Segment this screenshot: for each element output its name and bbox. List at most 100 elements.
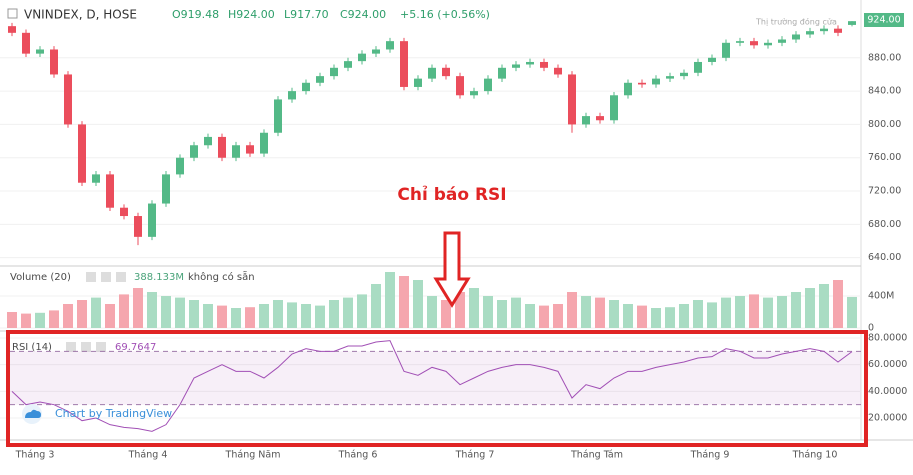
candle-body: [540, 61, 548, 68]
candle-body: [316, 76, 324, 83]
rsi-title: RSI (14): [12, 342, 52, 353]
x-tick-label: Tháng 3: [15, 450, 55, 461]
last-price-tag: [864, 13, 904, 27]
volume-bar: [91, 297, 101, 328]
y-tick-label: 40.0000: [868, 386, 907, 397]
candle-body: [736, 41, 744, 43]
volume-bar: [777, 296, 787, 328]
candle-body: [442, 67, 450, 77]
y-tick-label: 880.00: [868, 52, 901, 63]
volume-bar: [21, 313, 31, 328]
x-tick-label: Tháng 6: [338, 450, 378, 461]
volume-bar: [385, 272, 395, 328]
x-tick-label: Tháng 9: [690, 450, 730, 461]
volume-bar: [581, 296, 591, 328]
candle-body: [750, 41, 758, 46]
volume-bar: [329, 300, 339, 328]
y-tick-label: 60.0000: [868, 359, 907, 370]
candle-body: [176, 157, 184, 175]
pane-button[interactable]: [96, 342, 106, 352]
candle-body: [792, 34, 800, 40]
candle-body: [456, 76, 464, 96]
volume-bar: [525, 304, 535, 328]
pane-button[interactable]: [66, 342, 76, 352]
y-tick-label: 800.00: [868, 119, 901, 130]
volume-bar: [735, 296, 745, 328]
pane-button[interactable]: [86, 272, 96, 282]
watermark-text: Chart by TradingView: [55, 407, 172, 420]
candle-body: [302, 82, 310, 92]
ohlc-high: H924.00: [228, 8, 275, 21]
y-tick-label: 20.0000: [868, 413, 907, 424]
candle-body: [218, 136, 226, 158]
candle-body: [344, 61, 352, 68]
volume-bar: [609, 300, 619, 328]
volume-bar: [427, 296, 437, 328]
candle-body: [246, 145, 254, 154]
x-tick-label: Tháng 10: [792, 450, 838, 461]
candle-body: [120, 207, 128, 217]
highlight-box: [6, 330, 868, 447]
symbol: VNINDEX, D, HOSE: [24, 8, 137, 22]
volume-bar: [791, 292, 801, 328]
x-tick-label: Tháng 4: [128, 450, 168, 461]
pane-button[interactable]: [101, 272, 111, 282]
volume-bar: [147, 292, 157, 328]
volume-bar: [399, 276, 409, 328]
candle-body: [568, 74, 576, 125]
candle-body: [288, 91, 296, 100]
market-status: Thị trường đóng cửa: [755, 17, 837, 28]
rsi-band: [10, 351, 861, 405]
volume-bar: [63, 304, 73, 328]
volume-bar: [217, 305, 227, 328]
candle-body: [330, 67, 338, 77]
annotation: Chỉ báo RSI: [397, 185, 506, 205]
y-tick-label: 80.0000: [868, 333, 907, 344]
volume-bar: [847, 296, 857, 328]
pane-button[interactable]: [116, 272, 126, 282]
volume-bar: [7, 312, 17, 328]
candle-body: [554, 67, 562, 75]
pane-button[interactable]: [81, 342, 91, 352]
volume-bar: [189, 300, 199, 328]
y-tick-label: 400M: [868, 291, 894, 302]
ohlc-open: O919.48: [172, 8, 219, 21]
candle-body: [64, 74, 72, 125]
volume-title: Volume (20): [10, 272, 71, 283]
volume-bar: [819, 284, 829, 328]
volume-bar: [77, 300, 87, 328]
candle-body: [50, 49, 58, 75]
volume-bar: [105, 304, 115, 328]
volume-bar: [315, 305, 325, 328]
candle-body: [820, 28, 828, 32]
candle-body: [106, 174, 114, 208]
volume-bar: [273, 300, 283, 328]
watermark-cloud: [25, 409, 41, 418]
change: +5.16 (+0.56%): [400, 8, 490, 21]
x-tick-label: Tháng 7: [455, 450, 495, 461]
candle-body: [512, 64, 520, 68]
candle-body: [498, 67, 506, 79]
candle-body: [680, 72, 688, 77]
candle-body: [386, 41, 394, 50]
collapse-icon[interactable]: [7, 8, 18, 19]
volume-bar: [749, 294, 759, 328]
candle-body: [652, 78, 660, 85]
volume-bar: [343, 297, 353, 328]
volume-value: 388.133M: [134, 272, 184, 283]
volume-bar: [161, 296, 171, 328]
candle-body: [834, 28, 842, 33]
candle-body: [358, 53, 366, 62]
last-price: 924.00: [867, 15, 900, 26]
volume-bar: [287, 302, 297, 328]
y-tick-label: 640.00: [868, 252, 901, 263]
volume-bar: [637, 305, 647, 328]
volume-bar: [721, 297, 731, 328]
volume-bar: [805, 288, 815, 328]
volume-bar: [441, 300, 451, 328]
candle-body: [232, 145, 240, 158]
candle-body: [92, 174, 100, 183]
candle-body: [204, 136, 212, 146]
arrow: [433, 231, 471, 308]
